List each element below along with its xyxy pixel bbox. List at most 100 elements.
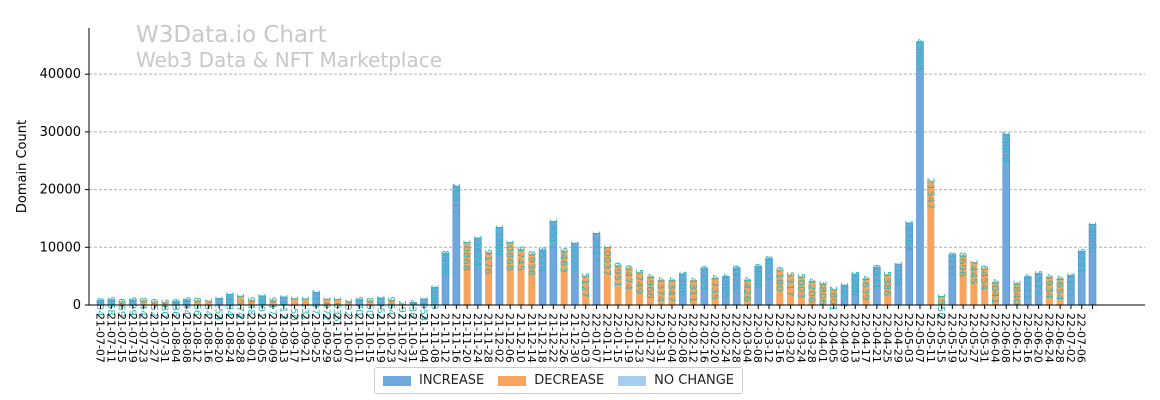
bar-value-label: 7445	[967, 259, 978, 284]
x-tick-label: 21-09-21	[298, 313, 311, 363]
bar	[959, 254, 967, 305]
x-tick-label: 22-01-23	[633, 313, 646, 363]
bar-value-label: 5517	[1032, 270, 1043, 295]
bar-value-label: 1413	[277, 294, 288, 319]
bar-value-label: 5003	[795, 273, 806, 298]
x-tick-label: 21-10-15	[363, 313, 376, 363]
bar-value-label: 9745	[515, 246, 526, 271]
bar-value-label: 844	[137, 297, 148, 316]
x-tick-label: 21-09-25	[309, 313, 322, 363]
bar	[668, 279, 676, 305]
legend-label-increase: INCREASE	[419, 373, 485, 388]
bar-value-label: 4934	[1043, 274, 1054, 299]
bar-value-label: 14511	[547, 218, 558, 250]
bar-value-label: 6454	[978, 265, 989, 290]
legend-item-increase: INCREASE	[383, 373, 484, 388]
bar	[916, 41, 924, 306]
bar	[657, 279, 665, 305]
bar-value-label: 6686	[752, 263, 763, 288]
bar	[787, 274, 795, 305]
bar-value-label: 856	[191, 297, 202, 316]
x-tick-label: 21-12-18	[536, 313, 549, 363]
bar-value-label: 9463	[558, 247, 569, 272]
x-tick-label: 21-11-16	[449, 313, 462, 363]
x-tick-label: 22-03-16	[773, 313, 786, 363]
x-tick-label: 21-09-29	[320, 313, 333, 363]
bar-value-label: 4966	[644, 273, 655, 298]
x-tick-label: 22-02-08	[676, 313, 689, 363]
legend-label-no-change: NO CHANGE	[654, 373, 735, 388]
x-tick-label: 22-03-04	[740, 313, 753, 363]
x-tick-label: 22-05-23	[956, 313, 969, 363]
bar-value-label: 5317	[784, 271, 795, 296]
bar-value-label: 958	[105, 296, 116, 315]
bar	[204, 300, 212, 305]
bar-value-label: 4955	[719, 273, 730, 298]
x-tick-label: 21-12-06	[503, 313, 516, 363]
bar	[884, 273, 892, 305]
bar	[345, 300, 352, 305]
bar-value-label: 948	[245, 297, 256, 316]
bar	[830, 288, 838, 305]
x-tick-label: 22-06-04	[988, 313, 1001, 363]
bar-value-label: 1150	[288, 295, 299, 320]
bar-value-label: 9291	[1075, 248, 1086, 273]
x-tick-label: 22-06-12	[1010, 313, 1023, 363]
y-tick-label: 10000	[40, 240, 81, 255]
bar	[485, 252, 493, 305]
bar-value-label: 4426	[741, 276, 752, 301]
bar-value-label: 10037	[601, 244, 612, 276]
x-tick-label: 22-02-04	[665, 313, 678, 363]
bar-value-label: 1072	[320, 296, 331, 321]
x-tick-label: 21-12-10	[514, 313, 527, 363]
bar-value-label: 2197	[310, 289, 321, 314]
x-tick-label: 22-05-31	[978, 313, 991, 363]
x-tick-label: 21-10-27	[395, 313, 408, 363]
x-tick-label: 22-01-19	[622, 313, 635, 363]
bar-value-label: 3452	[838, 282, 849, 307]
bar-value-label: 4347	[665, 277, 676, 302]
bar	[388, 299, 396, 305]
bar	[506, 242, 514, 305]
bar-value-label: 917	[267, 297, 278, 316]
bar	[161, 301, 169, 305]
bar-value-label: 4735	[709, 275, 720, 300]
bar-value-label: 5131	[1064, 272, 1075, 297]
bar-value-label: 13469	[493, 224, 504, 256]
bar-value-label: 5386	[881, 271, 892, 296]
bar	[528, 253, 536, 305]
x-tick-label: 21-12-22	[546, 313, 559, 363]
bar	[819, 283, 827, 305]
x-tick-label: 22-07-06	[1075, 313, 1088, 363]
x-tick-label: 22-02-28	[730, 313, 743, 363]
x-tick-label: 22-02-16	[697, 313, 710, 363]
legend-label-decrease: DECREASE	[534, 373, 605, 388]
legend-swatch-no-change	[618, 375, 647, 386]
x-tick-label: 22-06-24	[1042, 313, 1055, 363]
bar	[646, 276, 654, 305]
x-tick-label: 22-03-28	[805, 313, 818, 363]
bar	[743, 279, 751, 305]
bar	[194, 300, 202, 305]
x-tick-label: 21-09-05	[255, 313, 268, 363]
bar-value-label: 5127	[579, 272, 590, 297]
bar-value-label: 7106	[892, 261, 903, 286]
x-tick-label: 22-01-15	[611, 313, 624, 363]
bar-value-label: 3840	[1011, 280, 1022, 305]
x-tick-label: 21-12-26	[557, 313, 570, 363]
bar-value-label: 8052	[763, 256, 774, 281]
bar-value-label: 10868	[461, 239, 472, 271]
x-tick-label: 22-07-02	[1064, 313, 1077, 363]
x-tick-label: 21-08-20	[212, 313, 225, 363]
x-tick-label: 21-11-20	[460, 313, 473, 363]
x-tick-label: 22-03-24	[794, 313, 807, 363]
bar-value-label: 1251	[374, 295, 385, 320]
bar-value-label: 944	[180, 297, 191, 316]
bar-value-label: 8995	[439, 250, 450, 275]
bar-value-label: 652	[148, 298, 159, 317]
bar-value-label: 5380	[849, 271, 860, 296]
bar-value-label: 8696	[957, 252, 968, 277]
x-tick-label: 21-08-16	[201, 313, 214, 363]
bar	[603, 247, 611, 305]
x-tick-label: 21-11-08	[428, 313, 441, 363]
